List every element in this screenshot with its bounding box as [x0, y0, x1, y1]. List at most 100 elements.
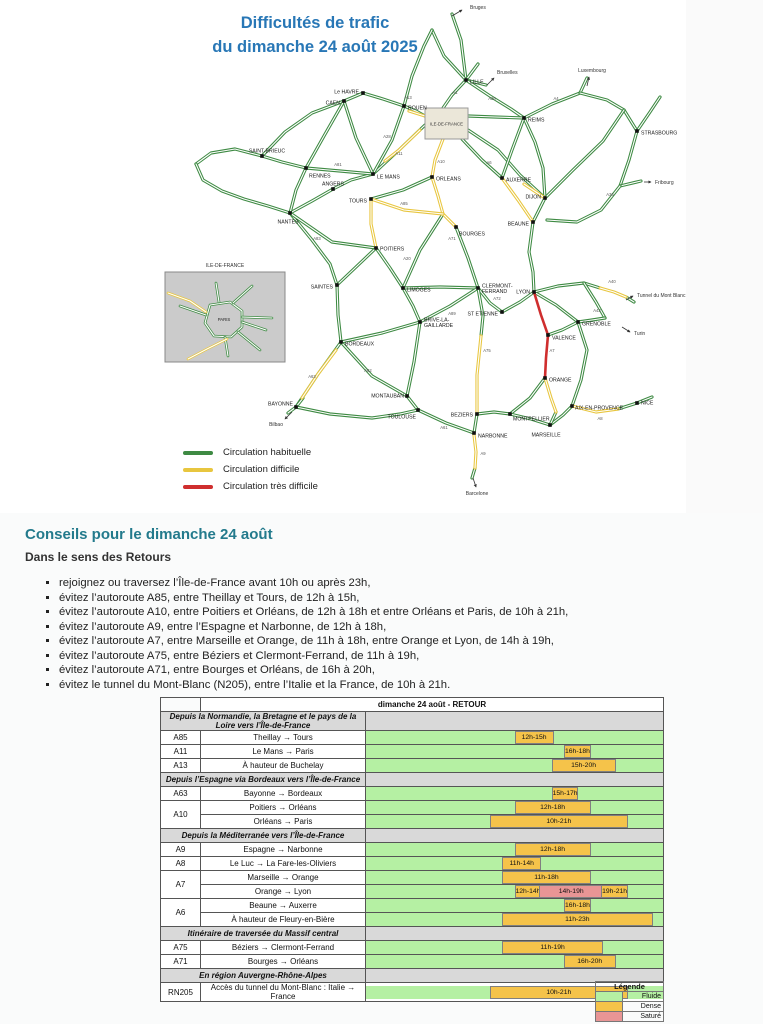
table-row: A10 Poitiers → Orléans 12h-18h — [160, 800, 665, 829]
road-number-label: A85 — [400, 201, 408, 206]
city-label: LILLE — [470, 80, 484, 86]
time-band-dense: 15h-17h — [551, 787, 579, 800]
city-marker — [331, 187, 335, 191]
advice-item: évitez l’autoroute A10, entre Poitiers e… — [59, 605, 685, 620]
city-label: GRENOBLE — [582, 322, 611, 328]
idf-box-label: ILE-DE-FRANCE — [430, 122, 463, 127]
legend-label: Circulation très difficile — [223, 481, 318, 492]
idf-box — [424, 107, 469, 140]
section-title: Depuis l’Espagne via Bordeaux vers l’Île… — [160, 772, 366, 787]
road-number-label: A61 — [440, 425, 448, 430]
road-number-label: A6 — [486, 160, 492, 165]
city-label: RENNES — [309, 174, 331, 180]
advice-item: évitez l’autoroute A9, entre l’Espagne e… — [59, 620, 685, 635]
road-number-label: A63 — [308, 374, 316, 379]
map-card — [17, 0, 686, 513]
road-number-label: A4 — [553, 96, 559, 101]
city-label: BEAUNE — [508, 222, 530, 228]
city-marker — [635, 401, 639, 405]
city-label: STRASBOURG — [641, 131, 677, 137]
road-number-label: A10 — [437, 159, 445, 164]
city-marker — [476, 286, 480, 290]
timeline-track: 12h-18h — [366, 801, 663, 814]
city-marker — [500, 176, 504, 180]
route-cell: Le Mans → Paris — [200, 744, 366, 759]
city-label: TOULOUSE — [388, 415, 417, 421]
road-number-label: A89 — [448, 311, 456, 316]
time-band-dense: 11h-19h — [502, 941, 604, 954]
road-number-label: A62 — [364, 368, 372, 373]
advice-item: rejoignez ou traversez l’Île-de-France a… — [59, 576, 685, 591]
schedule-table: dimanche 24 août - RETOUR Depuis la Norma… — [160, 697, 665, 1002]
road-number-label: A81 — [334, 162, 342, 167]
section-title: Depuis la Normandie, la Bretagne et le p… — [160, 711, 366, 731]
route-cell: Le Luc → La Fare-les-Oliviers — [200, 856, 366, 871]
time-band-dense: 12h-18h — [514, 843, 591, 856]
time-band-dense: 16h-18h — [564, 899, 591, 912]
route-cell: Bayonne → Bordeaux — [200, 786, 366, 801]
page-gutter — [686, 0, 763, 513]
city-marker — [543, 376, 547, 380]
table-legend-title: Légende — [595, 981, 664, 992]
timeline-track: 16h-18h — [366, 745, 663, 758]
table-row: RN205 Accès du tunnel du Mont-Blanc : Ita… — [160, 982, 665, 1002]
table-row: A75 Béziers → Clermont-Ferrand 11h-19h — [160, 940, 665, 955]
city-marker — [402, 104, 406, 108]
section-spacer — [364, 772, 665, 787]
road-cell: A71 — [160, 954, 201, 969]
city-marker — [430, 175, 434, 179]
road-cell: A75 — [160, 940, 201, 955]
time-band-dense: 10h-21h — [489, 985, 628, 999]
city-label: MONTPELLIER — [513, 417, 550, 423]
table-legend-swatch — [595, 991, 623, 1002]
timeline-cell: 15h-20h — [364, 758, 665, 773]
external-arrow — [451, 9, 463, 17]
legend-label: Circulation difficile — [223, 464, 300, 475]
section-title: Itinéraire de traversée du Massif centra… — [160, 926, 366, 941]
timeline-track: 11h-14h — [366, 857, 663, 870]
city-marker — [294, 405, 298, 409]
city-label: BORDEAUX — [345, 342, 375, 348]
road-number-label: A71 — [448, 236, 456, 241]
city-marker — [418, 320, 422, 324]
road-number-label: A26 — [488, 96, 496, 101]
city-label: NICE — [641, 401, 654, 407]
city-marker — [531, 220, 535, 224]
map-title: Difficultés de trafic du dimanche 24 aoû… — [175, 12, 455, 60]
city-label: VALENCE — [552, 336, 576, 342]
city-label: NARBONNE — [478, 434, 508, 440]
section-title: Depuis la Méditerranée vers l’Île-de-Fra… — [160, 828, 366, 843]
city-marker — [475, 412, 479, 416]
map-title-line1: Difficultés de trafic — [240, 14, 390, 32]
time-band-dense: 12h-15h — [514, 731, 554, 744]
road-cell: A10 — [160, 800, 201, 829]
timeline-track: 11h-23h — [366, 913, 663, 926]
road-cell: A63 — [160, 786, 201, 801]
road-number-label: A40 — [608, 279, 616, 284]
timeline-cell: 16h-18h — [364, 744, 665, 759]
external-arrow — [625, 295, 634, 301]
timeline-cell: 10h-21h — [364, 814, 665, 829]
city-label: LYON — [516, 290, 530, 296]
table-legend-swatch — [595, 1001, 623, 1012]
city-marker — [576, 320, 580, 324]
timeline-cell: 12h-14h 14h-19h 19h-21h — [364, 884, 665, 899]
city-label: ST ETIENNE — [468, 312, 499, 318]
city-marker — [522, 116, 526, 120]
road-cell: RN205 — [160, 982, 201, 1002]
map-legend: Circulation habituelle Circulation diffic… — [183, 444, 318, 495]
timeline-track: 15h-20h — [366, 759, 663, 772]
external-label: Bruxelles — [497, 70, 518, 76]
time-band-sature: 14h-19h — [539, 885, 604, 898]
city-label: BAYONNE — [268, 402, 294, 408]
road-number-label: A11 — [395, 151, 403, 156]
city-marker — [543, 196, 547, 200]
table-legend-row: Dense — [595, 1001, 664, 1012]
time-band-dense: 16h-20h — [564, 955, 616, 968]
road-cell: A7 — [160, 870, 201, 899]
section-spacer — [364, 828, 665, 843]
time-band-dense: 10h-21h — [489, 815, 628, 828]
road-cell: A9 — [160, 842, 201, 857]
city-marker — [361, 91, 365, 95]
road-cell: A13 — [160, 758, 201, 773]
